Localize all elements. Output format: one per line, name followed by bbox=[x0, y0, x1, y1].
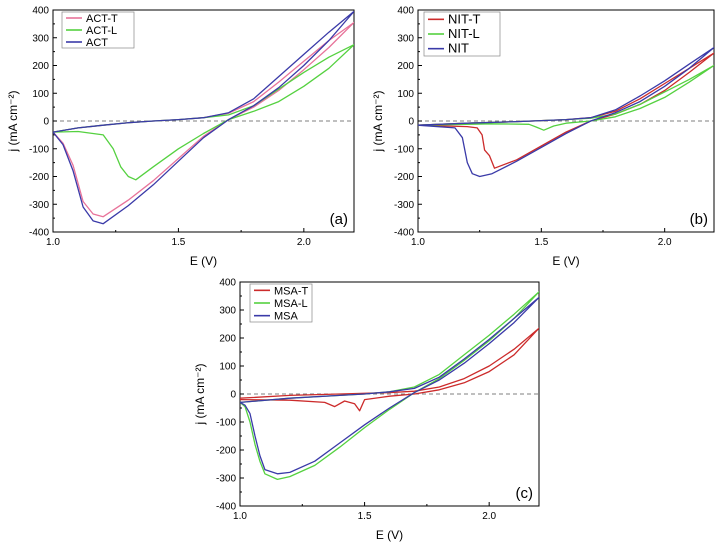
y-tick-label: 300 bbox=[397, 33, 414, 44]
series-group bbox=[418, 46, 714, 178]
y-tick-label: -100 bbox=[29, 144, 49, 155]
y-tick-label: 400 bbox=[32, 6, 49, 17]
y-tick-label: -400 bbox=[216, 502, 236, 513]
chart-panel-3: -400 -300 -200 -100 0 100 200 300 400 1.0 1.5 2.0 E … bbox=[193, 278, 540, 542]
y-tick-label: 400 bbox=[397, 6, 414, 17]
x-tick-label: 1.0 bbox=[233, 511, 247, 522]
x-axis-label: E (V) bbox=[190, 254, 217, 268]
y-tick-label: 0 bbox=[230, 390, 236, 401]
y-tick-label: -300 bbox=[29, 200, 49, 211]
y-tick-label: -300 bbox=[394, 200, 414, 211]
y-tick-label: 400 bbox=[219, 278, 236, 289]
x-tick-label: 2.0 bbox=[658, 237, 672, 248]
y-tick-label: 0 bbox=[43, 117, 49, 128]
y-axis-label: j (mA cm⁻²) bbox=[371, 91, 385, 153]
y-axis-label: j (mA cm⁻²) bbox=[193, 364, 207, 426]
x-tick-label: 1.0 bbox=[46, 237, 60, 248]
legend-label: MSA bbox=[274, 311, 299, 323]
legend-label: ACT bbox=[86, 37, 108, 49]
y-tick-label: -400 bbox=[29, 228, 49, 239]
series-group bbox=[240, 291, 539, 481]
y-tick-label: 300 bbox=[32, 33, 49, 44]
series-line-msa-l bbox=[240, 291, 539, 481]
y-tick-label: 100 bbox=[32, 89, 49, 100]
series-line-nit bbox=[418, 46, 714, 178]
x-tick-label: 2.0 bbox=[297, 237, 311, 248]
legend-label: MSA-L bbox=[274, 298, 308, 310]
legend-label: ACT-L bbox=[86, 25, 117, 37]
legend-label: NIT-T bbox=[448, 11, 481, 26]
y-tick-label: -200 bbox=[29, 172, 49, 183]
panel-label: (c) bbox=[516, 485, 534, 502]
series-line-act-t bbox=[53, 21, 354, 218]
y-tick-label: -300 bbox=[216, 474, 236, 485]
panel-label: (b) bbox=[690, 211, 708, 228]
y-tick-label: 100 bbox=[397, 89, 414, 100]
chart-panel-1: -400 -300 -200 -100 0 100 200 300 400 1.0 1.5 2.0 E … bbox=[6, 6, 355, 268]
y-axis-label: j (mA cm⁻²) bbox=[6, 91, 20, 153]
series-group bbox=[53, 10, 354, 225]
y-tick-label: 300 bbox=[219, 306, 236, 317]
legend-label: ACT-T bbox=[86, 13, 118, 25]
series-line-nit-l bbox=[418, 64, 714, 131]
chart-panel-2: -400 -300 -200 -100 0 100 200 300 400 1.0 1.5 2.0 E … bbox=[371, 6, 715, 268]
x-tick-label: 1.5 bbox=[534, 237, 548, 248]
y-tick-label: -200 bbox=[394, 172, 414, 183]
x-axis-label: E (V) bbox=[376, 528, 403, 542]
x-tick-label: 2.0 bbox=[482, 511, 496, 522]
x-tick-label: 1.5 bbox=[171, 237, 185, 248]
panel-label: (a) bbox=[330, 211, 348, 228]
y-tick-label: -400 bbox=[394, 228, 414, 239]
legend-label: NIT-L bbox=[448, 26, 480, 41]
series-line-msa-t bbox=[240, 327, 539, 412]
y-tick-label: 200 bbox=[219, 334, 236, 345]
y-tick-label: 100 bbox=[219, 362, 236, 373]
legend-label: NIT bbox=[448, 41, 469, 56]
legend-label: MSA-T bbox=[274, 285, 309, 297]
series-line-act bbox=[53, 10, 354, 225]
y-tick-label: -200 bbox=[216, 446, 236, 457]
x-axis-label: E (V) bbox=[552, 254, 579, 268]
y-tick-label: -100 bbox=[216, 418, 236, 429]
y-tick-label: 0 bbox=[408, 117, 414, 128]
series-line-msa bbox=[240, 296, 539, 475]
y-tick-label: 200 bbox=[32, 61, 49, 72]
x-tick-label: 1.0 bbox=[411, 237, 425, 248]
y-tick-label: 200 bbox=[397, 61, 414, 72]
series-line-nit-t bbox=[418, 52, 714, 169]
y-tick-label: -100 bbox=[394, 144, 414, 155]
x-tick-label: 1.5 bbox=[358, 511, 372, 522]
